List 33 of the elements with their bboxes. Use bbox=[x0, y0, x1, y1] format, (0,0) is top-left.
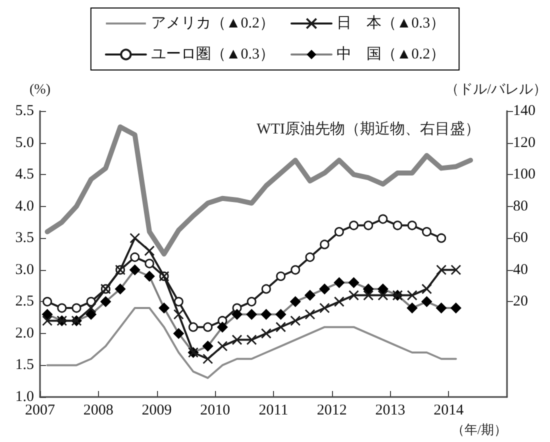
y2-axis-title: （ドル/バレル） bbox=[445, 82, 547, 98]
x-tick-label: 2007 bbox=[25, 402, 56, 418]
legend-label: 日 本（▲0.3） bbox=[336, 14, 446, 32]
y2-tick-label: 120 bbox=[513, 134, 536, 151]
legend-label: アメリカ（▲0.2） bbox=[150, 16, 275, 32]
x-tick-label: 2012 bbox=[316, 402, 347, 418]
y2-tick-label: 80 bbox=[513, 198, 528, 214]
x-tick-label: 2008 bbox=[83, 402, 114, 418]
x-tick-label: 2010 bbox=[200, 402, 230, 418]
y2-tick-label: 140 bbox=[513, 103, 536, 119]
y-axis-title: (%) bbox=[30, 82, 51, 98]
y-tick-label: 4.5 bbox=[15, 166, 34, 183]
annotation: WTI原油先物（期近物、右目盛） bbox=[256, 120, 480, 138]
x-tick-label: 2011 bbox=[258, 402, 288, 418]
y-tick-label: 3.5 bbox=[15, 230, 34, 246]
y-tick-label: 5.5 bbox=[15, 103, 34, 119]
y2-tick-label: 20 bbox=[513, 294, 528, 310]
legend-label: 中 国（▲0.2） bbox=[336, 46, 446, 62]
x-tick-label: 2014 bbox=[434, 402, 464, 418]
x-axis-title: （年/期） bbox=[451, 422, 507, 437]
y-tick-label: 4.0 bbox=[15, 198, 34, 214]
y2-tick-label: 100 bbox=[513, 166, 536, 183]
x-tick-label: 2009 bbox=[142, 402, 172, 418]
x-tick-label: 2013 bbox=[375, 402, 406, 418]
y-tick-label: 2.0 bbox=[15, 325, 34, 342]
y-tick-label: 5.0 bbox=[15, 134, 34, 151]
y-tick-label: 1.5 bbox=[15, 357, 34, 374]
legend-label: ユーロ圏（▲0.3） bbox=[150, 46, 275, 62]
y2-tick-label: 40 bbox=[513, 262, 528, 278]
y-tick-label: 3.0 bbox=[15, 262, 34, 278]
y-tick-label: 2.5 bbox=[15, 294, 34, 310]
y-tick-label: 1.0 bbox=[15, 389, 34, 405]
y2-tick-label: 60 bbox=[513, 230, 528, 246]
